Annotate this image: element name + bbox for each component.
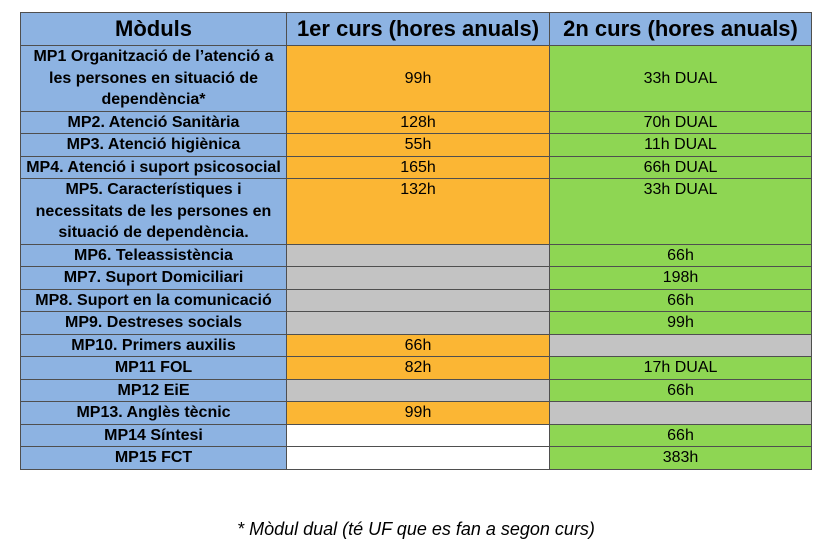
module-name-cell: MP2. Atenció Sanitària: [20, 110, 287, 134]
first-year-hours-cell: 82h: [286, 356, 550, 380]
module-name-cell: MP11 FOL: [20, 356, 287, 380]
first-year-hours-cell: [286, 311, 550, 335]
first-year-hours-cell: [286, 423, 550, 447]
second-year-hours-cell: 66h: [549, 378, 812, 402]
table-row: MP2. Atenció Sanitària 128h 70h DUAL: [20, 110, 812, 134]
second-year-hours-cell: [549, 401, 812, 425]
module-name-cell: MP5. Característiques i necessitats de l…: [20, 178, 287, 245]
module-name-cell: MP15 FCT: [20, 446, 287, 470]
table-row: MP7. Suport Domiciliari 198h: [20, 266, 812, 290]
first-year-hours-cell: [286, 266, 550, 290]
table-row: MP4. Atenció i suport psicosocial 165h 66h…: [20, 155, 812, 179]
second-year-hours-cell: 198h: [549, 266, 812, 290]
footnote: * Mòdul dual (té UF que es fan a segon c…: [237, 519, 595, 539]
first-year-hours-cell: 66h: [286, 333, 550, 357]
table-row: MP8. Suport en la comunicació 66h: [20, 288, 812, 312]
header-modules: Mòduls: [20, 12, 287, 46]
module-name-cell: MP3. Atenció higiènica: [20, 133, 287, 157]
second-year-hours-cell: 33h DUAL: [549, 45, 812, 112]
second-year-hours-cell: 70h DUAL: [549, 110, 812, 134]
first-year-hours-cell: [286, 243, 550, 267]
module-name-cell: MP8. Suport en la comunicació: [20, 288, 287, 312]
table-row: MP13. Anglès tècnic 99h: [20, 401, 812, 425]
module-name-cell: MP1 Organització de l’atenció a les pers…: [20, 45, 287, 112]
second-year-hours-cell: 66h: [549, 243, 812, 267]
first-year-hours-cell: 128h: [286, 110, 550, 134]
module-name-cell: MP6. Teleassistència: [20, 243, 287, 267]
second-year-hours-cell: 66h: [549, 288, 812, 312]
first-year-hours-cell: [286, 378, 550, 402]
module-name-cell: MP10. Primers auxilis: [20, 333, 287, 357]
first-year-hours-cell: 99h: [286, 45, 550, 112]
table-row: MP9. Destreses socials 99h: [20, 311, 812, 335]
second-year-hours-cell: 66h: [549, 423, 812, 447]
header-second-year: 2n curs (hores anuals): [549, 12, 812, 46]
module-name-cell: MP9. Destreses socials: [20, 311, 287, 335]
module-name-cell: MP13. Anglès tècnic: [20, 401, 287, 425]
table-row: MP10. Primers auxilis 66h: [20, 333, 812, 357]
first-year-hours-cell: [286, 446, 550, 470]
table-row: MP15 FCT 383h: [20, 446, 812, 470]
first-year-hours-cell: 132h: [286, 178, 550, 245]
second-year-hours-cell: [549, 333, 812, 357]
first-year-hours-cell: [286, 288, 550, 312]
second-year-hours-cell: 99h: [549, 311, 812, 335]
first-year-hours-cell: 55h: [286, 133, 550, 157]
table-row: MP11 FOL 82h 17h DUAL: [20, 356, 812, 380]
module-name-cell: MP4. Atenció i suport psicosocial: [20, 155, 287, 179]
first-year-hours-cell: 165h: [286, 155, 550, 179]
second-year-hours-cell: 66h DUAL: [549, 155, 812, 179]
table-row: MP5. Característiques i necessitats de l…: [20, 178, 812, 245]
header-row: Mòduls 1er curs (hores anuals) 2n curs (…: [20, 12, 812, 46]
second-year-hours-cell: 383h: [549, 446, 812, 470]
module-name-cell: MP12 EiE: [20, 378, 287, 402]
second-year-hours-cell: 11h DUAL: [549, 133, 812, 157]
modules-table: Mòduls 1er curs (hores anuals) 2n curs (…: [20, 12, 812, 470]
table-row: MP6. Teleassistència 66h: [20, 243, 812, 267]
table-row: MP14 Síntesi 66h: [20, 423, 812, 447]
module-name-cell: MP14 Síntesi: [20, 423, 287, 447]
module-name-cell: MP7. Suport Domiciliari: [20, 266, 287, 290]
second-year-hours-cell: 33h DUAL: [549, 178, 812, 245]
table-body: MP1 Organització de l’atenció a les pers…: [20, 45, 812, 470]
header-first-year: 1er curs (hores anuals): [286, 12, 550, 46]
first-year-hours-cell: 99h: [286, 401, 550, 425]
table-row: MP1 Organització de l’atenció a les pers…: [20, 45, 812, 112]
table-row: MP12 EiE 66h: [20, 378, 812, 402]
second-year-hours-cell: 17h DUAL: [549, 356, 812, 380]
table-row: MP3. Atenció higiènica 55h 11h DUAL: [20, 133, 812, 157]
